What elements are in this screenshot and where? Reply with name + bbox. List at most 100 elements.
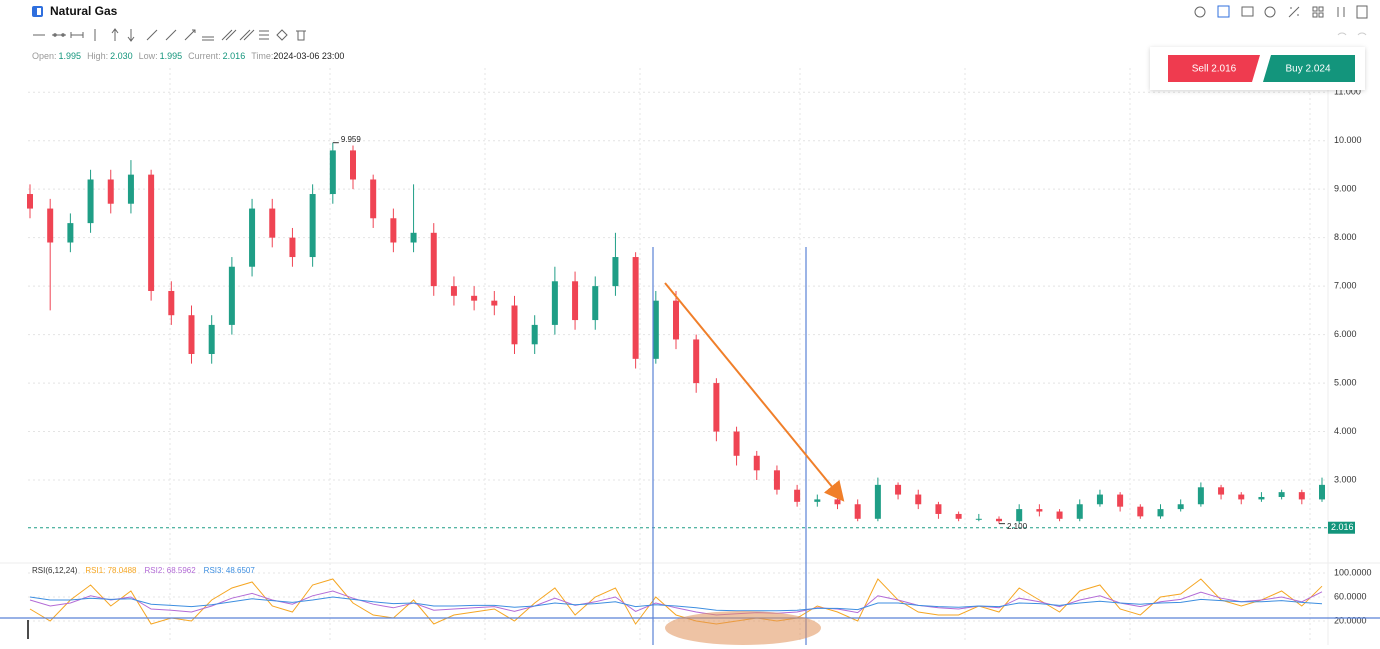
candle-body [329,150,336,195]
trend-arrow [664,282,845,502]
y-tick-label: 6.000 [1334,329,1357,339]
candle-body [249,208,256,267]
candle-body [592,286,599,321]
candle-body [652,300,659,359]
candle-body [1258,496,1265,500]
candle-body [471,295,478,301]
y-tick-label: 60.0000 [1334,591,1367,601]
pane-title: RSI(6,12,24) [32,566,78,575]
candle-body [269,208,276,238]
top-toolbar[interactable] [1194,5,1368,36]
legend-entry: RSI3: 48.6507 [204,566,256,575]
extreme-label: 2.100 [1007,522,1028,531]
drawing-toolbar[interactable] [33,28,306,42]
candle-body [289,237,296,258]
symbol-icon-inner [37,8,41,15]
candle-body [996,518,1002,522]
sell-label[interactable]: Sell 2.016 [1192,64,1237,75]
y-tick-label: 3.000 [1334,474,1357,484]
candle-body [450,286,457,296]
quote-value: 2.016 [223,51,246,61]
candle-body [127,174,134,204]
quote-value: 1.995 [59,51,82,61]
candle-body [67,223,74,243]
quote-value: 2024-03-06 23:00 [273,51,344,61]
candle-body [511,305,518,345]
quote-bar: Open: 1.995 High: 2.030 Low: 1.995 Current: 2.0… [32,51,344,61]
candle-body [188,315,195,354]
candle-body [1319,484,1325,500]
candle-body [1036,509,1043,512]
extreme-label: 9.959 [341,135,362,144]
candle-body [975,518,982,520]
candle-body [814,499,821,502]
candle-body [1197,487,1204,505]
highlight-ellipse [665,611,821,645]
quote-label: Current: [188,51,221,61]
candle-body [491,300,498,306]
current-price-tag [1328,521,1355,534]
y-tick-label: 5.000 [1334,377,1357,387]
candle-body [1218,487,1225,495]
candle-body [1157,509,1164,517]
candle-body [794,489,801,502]
quote-label: Low: [139,51,158,61]
quote-value: 1.995 [160,51,183,61]
candle-body [895,484,902,495]
plot: 3.000 4.000 5.000 6.000 7.000 8.000 9.000 10.00… [27,87,1372,625]
buy-label[interactable]: Buy 2.024 [1285,64,1330,75]
candle-body [693,339,700,384]
candle-body [1278,492,1285,497]
candle-body [390,218,397,243]
legend-entry: RSI1: 78.0488 [85,566,137,575]
candle-body [1298,492,1305,500]
y-tick-label: 9.000 [1334,184,1357,194]
candle-body [1096,494,1103,505]
candle-body [208,324,215,354]
quote-text: Open: 1.995 High: 2.030 Low: 1.995 Current: 2.0… [32,51,344,61]
candle-body [350,150,356,180]
candle-body [955,513,962,519]
candle-body [309,194,316,258]
quote-value: 2.030 [110,51,133,61]
candle-body [632,257,639,359]
sell-button[interactable] [1168,55,1260,82]
legend-entry: RSI2: 68.5962 [145,566,197,575]
rsi-line [29,596,1323,612]
candle-body [915,494,922,505]
candle-body [935,504,942,514]
y-tick-label: 11.000 [1334,87,1361,97]
candle-body [773,470,780,490]
legend: RSI(6,12,24) RSI1: 78.0488 RSI2: 68.5962 RS… [32,566,255,575]
y-tick-label: 10.000 [1334,135,1362,145]
candle-body [551,281,558,325]
candle-body [148,174,155,291]
candle-body [27,194,33,209]
candle-body [1076,504,1083,519]
candle-body [107,179,114,204]
candle-body [572,281,579,321]
x-grid [169,68,1311,640]
current-price-label: 2.016 [1331,522,1354,532]
candle-body [1056,511,1063,519]
candle-body [612,257,619,287]
candle-body [531,324,538,345]
candle-body [834,499,841,505]
y-tick-label: 20.0000 [1334,615,1367,625]
symbol-title: Natural Gas [50,4,118,18]
candle-body [1137,506,1144,517]
candle-body [874,484,881,519]
candle-body [87,179,94,224]
candle-body [370,179,377,219]
quote-label: High: [87,51,108,61]
candle-body [673,300,679,340]
candle-body [47,208,54,243]
candle-body [854,504,861,519]
candle-body [1016,509,1023,522]
candle-body [733,431,740,456]
buy-button[interactable] [1263,55,1355,82]
rsi-line [29,590,1323,616]
candle-body [713,383,720,432]
